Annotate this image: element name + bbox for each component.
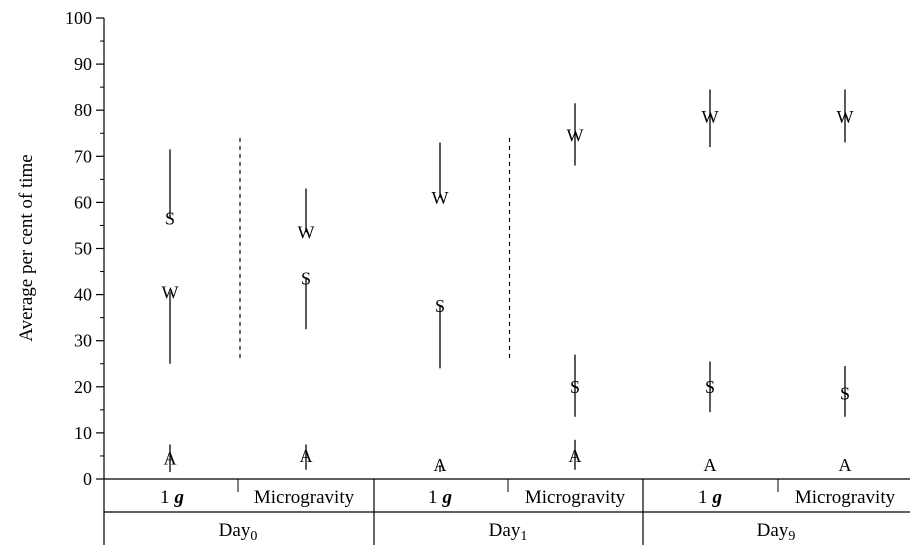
marker-w: W bbox=[162, 282, 179, 302]
y-tick-label: 30 bbox=[74, 331, 92, 351]
y-tick-label: 10 bbox=[74, 423, 92, 443]
marker-w: W bbox=[298, 222, 315, 242]
condition-label: Microgravity bbox=[254, 487, 355, 508]
marker-s: S bbox=[301, 268, 311, 288]
marker-s: S bbox=[840, 384, 850, 404]
marker-a: A bbox=[434, 455, 447, 475]
marker-s: S bbox=[165, 209, 175, 229]
marker-a: A bbox=[300, 446, 313, 466]
condition-label: Microgravity bbox=[795, 487, 896, 508]
y-tick-label: 100 bbox=[65, 8, 92, 28]
data-marks: S W A W S A W S A W S A W S A W S A bbox=[162, 89, 854, 475]
x-category-labels: 1 g Microgravity 1 g Microgravity 1 g Microgravi… bbox=[160, 487, 896, 544]
y-tick-label: 90 bbox=[74, 54, 92, 74]
marker-s: S bbox=[570, 377, 580, 397]
y-tick-label: 0 bbox=[83, 469, 92, 489]
marker-s: S bbox=[435, 296, 445, 316]
condition-label: Microgravity bbox=[525, 487, 626, 508]
y-axis-label: Average per cent of time bbox=[16, 154, 37, 341]
separators bbox=[239, 137, 511, 362]
day-label: Day9 bbox=[757, 520, 796, 544]
y-tick-label: 50 bbox=[74, 239, 92, 259]
marker-a: A bbox=[704, 455, 717, 475]
marker-w: W bbox=[567, 126, 584, 146]
marker-w: W bbox=[702, 107, 719, 127]
y-tick-label: 60 bbox=[74, 192, 92, 212]
day-label: Day0 bbox=[219, 520, 258, 544]
day-label: Day1 bbox=[489, 520, 528, 544]
y-tick-label: 40 bbox=[74, 285, 92, 305]
y-tick-label: 20 bbox=[74, 377, 92, 397]
marker-s: S bbox=[705, 377, 715, 397]
y-tick-label: 70 bbox=[74, 146, 92, 166]
marker-w: W bbox=[837, 107, 854, 127]
y-tick-label: 80 bbox=[74, 100, 92, 120]
marker-a: A bbox=[164, 448, 177, 468]
marker-w: W bbox=[432, 188, 449, 208]
marker-a: A bbox=[569, 446, 582, 466]
axes: 0 10 20 30 40 50 60 70 80 90 100 bbox=[65, 8, 910, 545]
marker-a: A bbox=[839, 455, 852, 475]
